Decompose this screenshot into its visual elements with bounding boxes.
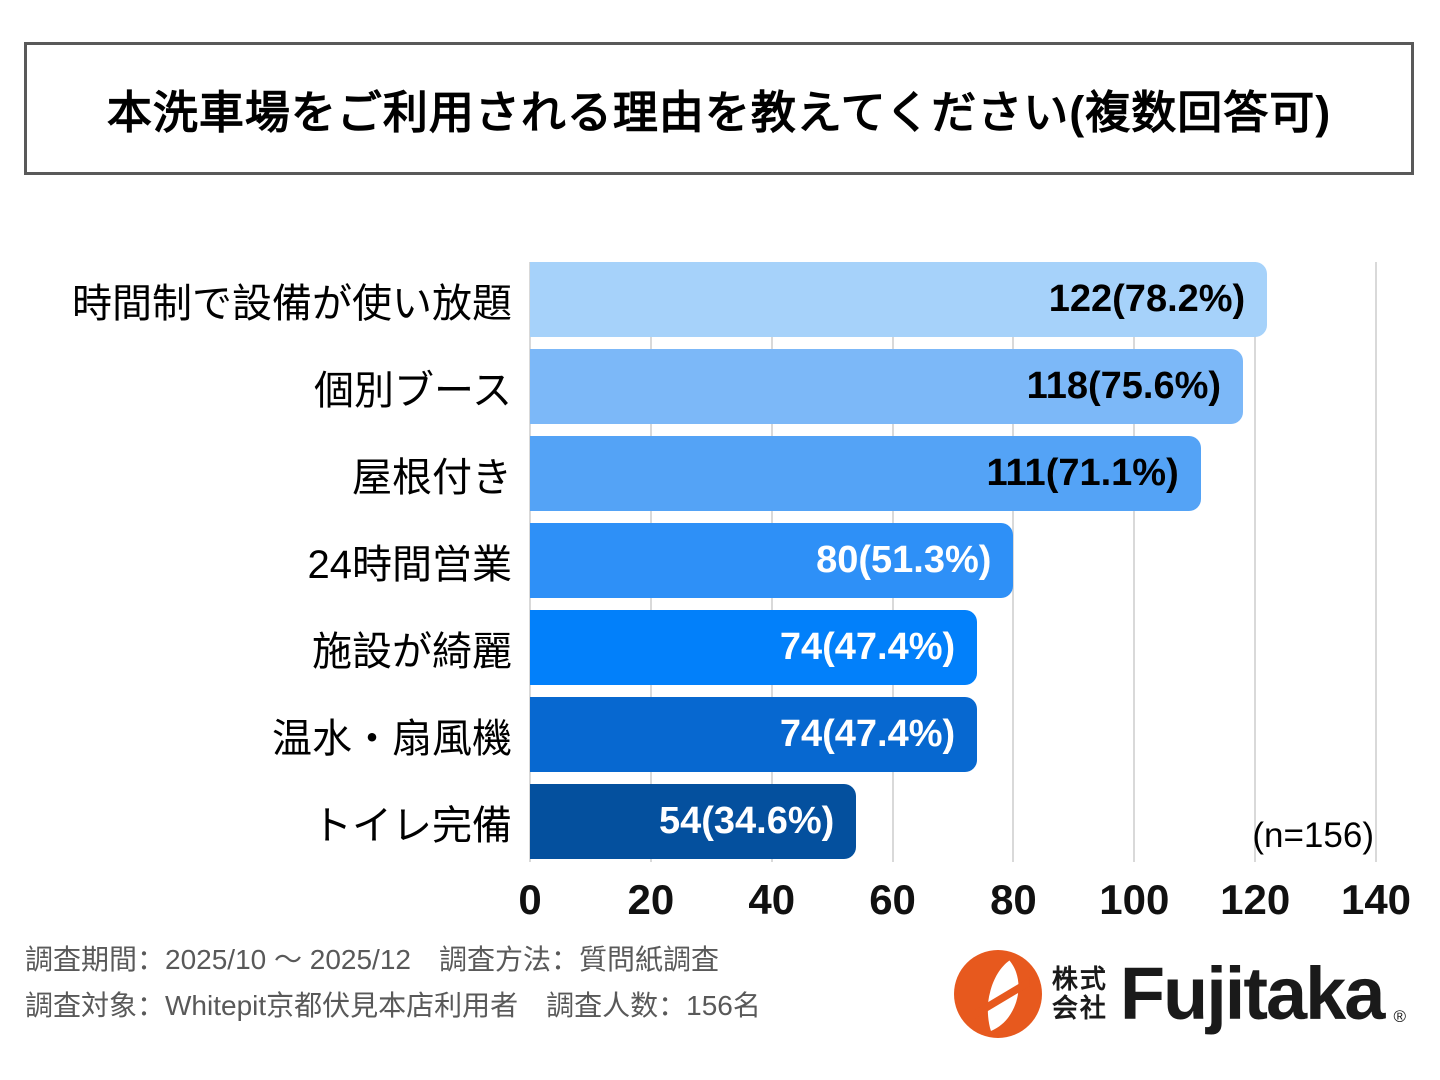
bar-5: 74(47.4%) <box>530 610 978 685</box>
gridline <box>1012 262 1015 862</box>
brand-name-text: Fujitaka <box>1119 952 1386 1035</box>
bar-2: 118(75.6%) <box>530 349 1244 424</box>
sample-size-label: (n=156) <box>1252 816 1374 855</box>
category-label: トイレ完備 <box>312 803 512 848</box>
kaisha-line: 会社 <box>1051 993 1108 1023</box>
kabushiki-line: 株式 <box>1051 963 1108 994</box>
bar-7: 54(34.6%) <box>530 784 857 859</box>
x-tick-label: 0 <box>518 876 542 923</box>
category-label: 温水・扇風機 <box>272 716 512 761</box>
bar-row: 122(78.2%) <box>530 262 1376 337</box>
bar-1: 122(78.2%) <box>530 262 1268 337</box>
category-axis: 時間制で設備が使い放題個別ブース屋根付き 24時間営業 施設が綺麗温水・扇風機トイレ… <box>0 262 512 862</box>
title-box: 本洗車場をご利用される理由を教えてください(複数回答可) <box>24 42 1414 175</box>
bar-value-label: 74(47.4%) <box>779 626 956 668</box>
category-label: 時間制で設備が使い放題 <box>72 281 512 326</box>
bar-row: 111(71.1%) <box>530 436 1376 511</box>
bar-row: 74(47.4%) <box>530 610 1376 685</box>
chart-title: 本洗車場をご利用される理由を教えてください(複数回答可) <box>106 87 1332 138</box>
bar-value-label: 111(71.1%) <box>986 452 1179 494</box>
gridline <box>1254 262 1257 862</box>
x-axis: 0 20 40 60 80 100 120 140 <box>518 876 1411 928</box>
survey-target-count-text: 調査対象：Whitepit京都伏見本店利用者 調査人数：156名 <box>25 990 761 1021</box>
gridline <box>1375 262 1377 862</box>
category-label: 屋根付き <box>352 455 512 500</box>
fujitaka-leaf-icon <box>953 950 1042 1038</box>
bar-3: 111(71.1%) <box>530 436 1201 511</box>
registered-trademark-symbol: ® <box>1393 1007 1406 1026</box>
survey-period-method-text: 調査期間：2025/10 ～ 2025/12 調査方法：質問紙調査 <box>25 944 719 975</box>
bar-row: 118(75.6%) <box>530 349 1376 424</box>
bar-value-label: 118(75.6%) <box>1026 365 1222 407</box>
bar-value-label: 54(34.6%) <box>658 800 835 842</box>
x-tick-label: 60 <box>869 876 916 923</box>
bar-row: 80(51.3%) <box>530 523 1376 598</box>
bar-row: 74(47.4%) <box>530 697 1376 772</box>
x-tick-label: 120 <box>1220 876 1291 923</box>
kabushiki-kaisha-text: 株式 会社 <box>1051 963 1108 1023</box>
company-logo: 株式 会社 Fujitaka ® <box>953 946 1406 1042</box>
bar-value-label: 74(47.4%) <box>779 713 956 755</box>
bar-value-label: 122(78.2%) <box>1048 278 1246 320</box>
gridline <box>1133 262 1136 862</box>
category-label: 24時間営業 <box>307 542 513 587</box>
bar-row: 54(34.6%) <box>530 784 1376 859</box>
bar-6: 74(47.4%) <box>530 697 978 772</box>
bar-chart-plot-area: 122(78.2%) 118(75.6%) 111(71.1%) 80(51.3%) 7… <box>529 262 1377 862</box>
x-tick-label: 80 <box>990 876 1037 923</box>
x-tick-label: 140 <box>1340 876 1412 923</box>
x-tick-label: 40 <box>748 876 796 923</box>
x-tick-label: 100 <box>1099 876 1170 923</box>
x-tick-label: 20 <box>627 876 675 923</box>
bar-value-label: 80(51.3%) <box>816 539 992 581</box>
bar-4: 80(51.3%) <box>530 523 1014 598</box>
category-label: 個別ブース <box>314 368 512 413</box>
category-label: 施設が綺麗 <box>312 629 512 674</box>
